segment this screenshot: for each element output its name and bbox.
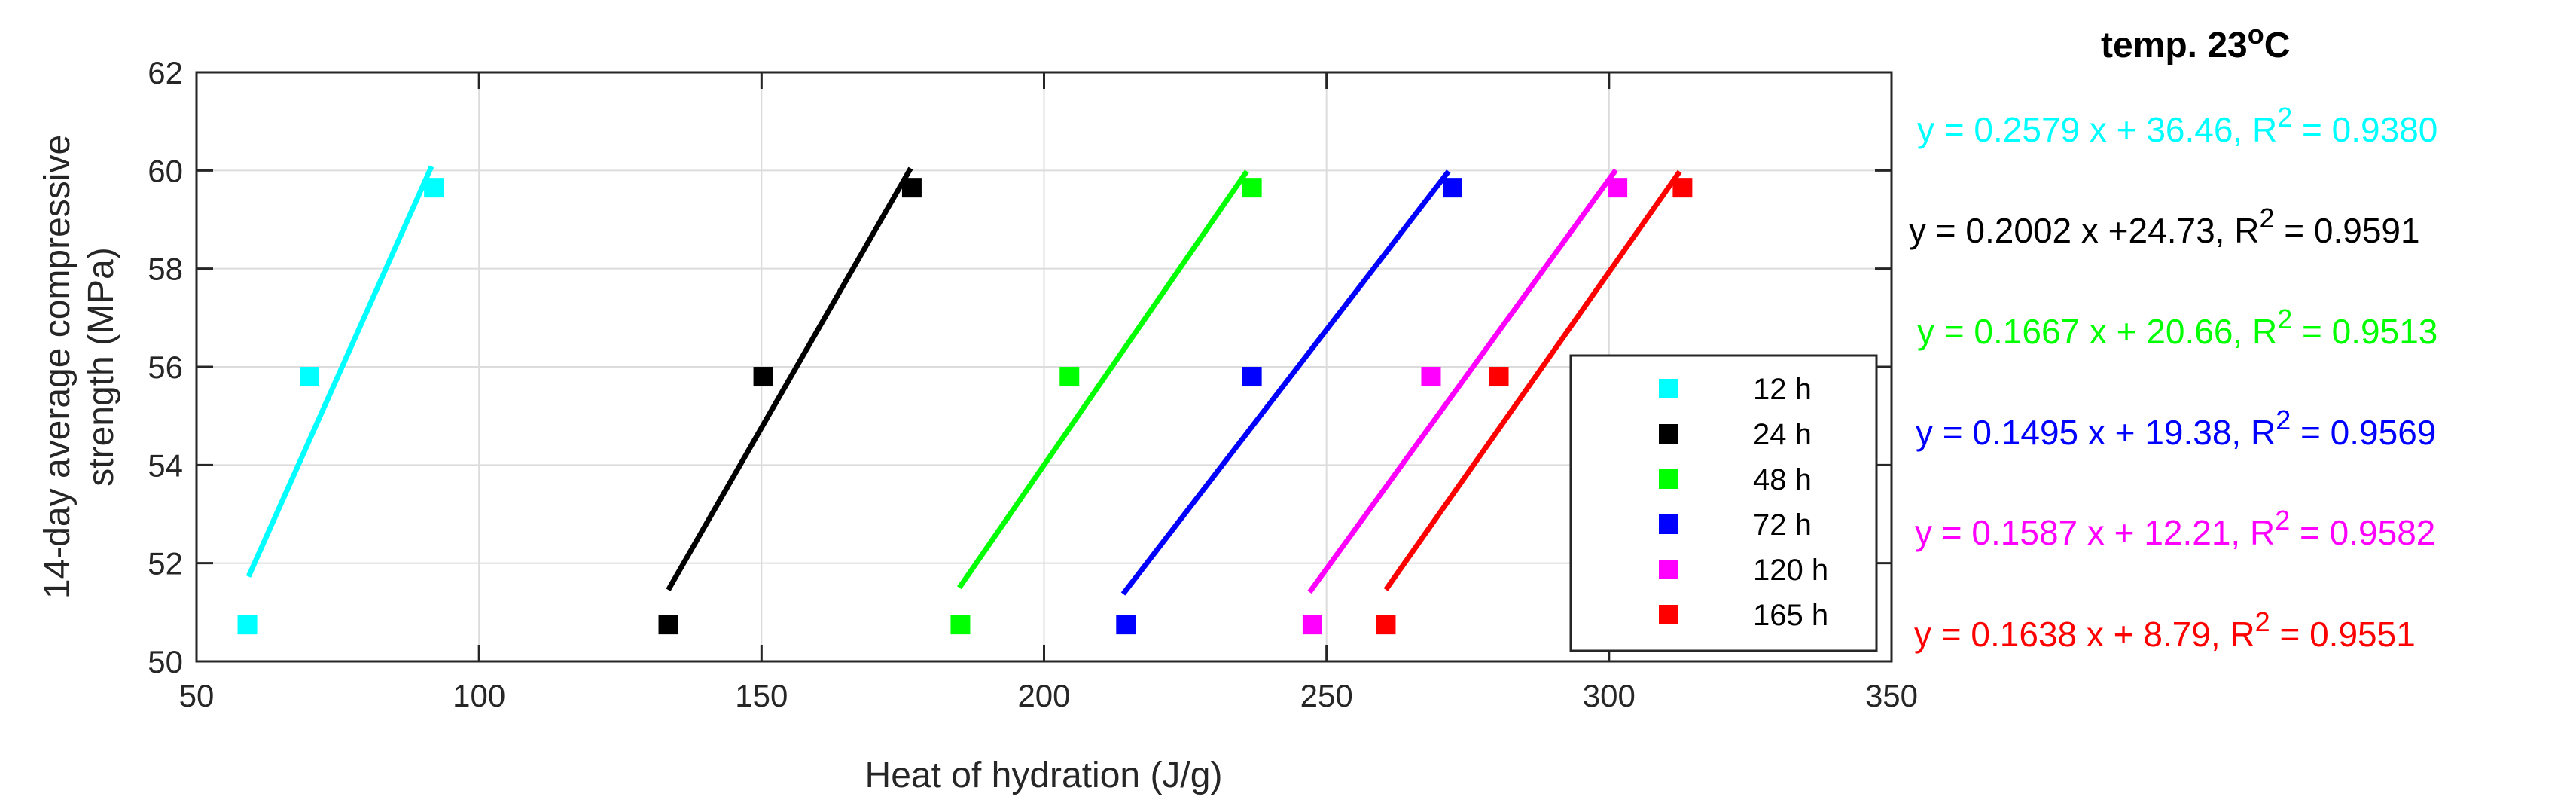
legend-label: 12 h bbox=[1753, 373, 1812, 406]
data-point-12h bbox=[424, 178, 444, 198]
fit-lines bbox=[245, 165, 1682, 596]
y-tick-label: 54 bbox=[148, 447, 183, 483]
legend-marker-24h bbox=[1659, 424, 1678, 444]
data-point-72h bbox=[1116, 615, 1136, 635]
legend-label: 120 h bbox=[1753, 554, 1828, 587]
y-tick-labels: 50 52 54 56 58 60 62 bbox=[148, 55, 183, 679]
fit-line-48h bbox=[957, 169, 1249, 590]
data-point-48h bbox=[1242, 178, 1262, 198]
x-tick-label: 300 bbox=[1583, 678, 1636, 713]
fit-equation-72h: y = 0.1495 x + 19.38, R2 = 0.9569 bbox=[1916, 404, 2436, 452]
y-tick-label: 50 bbox=[148, 644, 183, 679]
y-axis-title-line1: 14-day average compressive bbox=[38, 135, 78, 599]
data-point-72h bbox=[1242, 367, 1262, 387]
fit-equation-120h: y = 0.1587 x + 12.21, R2 = 0.9582 bbox=[1915, 505, 2435, 552]
data-point-165h bbox=[1376, 615, 1396, 635]
axis-ticks bbox=[195, 71, 1893, 663]
data-point-120h bbox=[1302, 615, 1322, 635]
legend-label: 24 h bbox=[1753, 418, 1812, 451]
legend: 12 h 24 h 48 h 72 h 120 h 165 h bbox=[1569, 354, 1878, 652]
fit-line-12h bbox=[245, 165, 434, 578]
y-tick-label: 56 bbox=[148, 350, 183, 385]
x-tick-label: 250 bbox=[1300, 678, 1353, 713]
data-point-24h bbox=[658, 615, 678, 635]
data-point-48h bbox=[950, 615, 971, 635]
x-tick-labels: 50 100 150 200 250 300 350 bbox=[179, 678, 1918, 713]
legend-label: 48 h bbox=[1753, 463, 1812, 496]
fit-line-72h bbox=[1120, 169, 1451, 596]
fit-line-24h bbox=[666, 166, 913, 591]
fit-line-165h bbox=[1383, 169, 1682, 591]
y-tick-label: 52 bbox=[148, 546, 183, 582]
data-point-24h bbox=[753, 367, 773, 387]
data-point-165h bbox=[1672, 178, 1693, 198]
fit-equation-48h: y = 0.1667 x + 20.66, R2 = 0.9513 bbox=[1917, 304, 2437, 351]
fit-equation-12h: y = 0.2579 x + 36.46, R2 = 0.9380 bbox=[1917, 102, 2437, 149]
legend-marker-72h bbox=[1659, 514, 1678, 534]
y-tick-label: 58 bbox=[148, 252, 183, 287]
legend-marker-12h bbox=[1659, 379, 1678, 398]
chart-title: temp. 23oC bbox=[2101, 19, 2290, 66]
data-point-48h bbox=[1059, 367, 1080, 387]
x-tick-label: 200 bbox=[1017, 678, 1070, 713]
data-markers bbox=[237, 178, 1693, 635]
fit-equation-24h: y = 0.2002 x +24.73, R2 = 0.9591 bbox=[1909, 203, 2420, 250]
data-point-24h bbox=[901, 178, 922, 198]
legend-label: 165 h bbox=[1753, 599, 1828, 632]
data-point-120h bbox=[1421, 367, 1441, 387]
data-point-120h bbox=[1608, 178, 1628, 198]
fit-equation-165h: y = 0.1638 x + 8.79, R2 = 0.9551 bbox=[1914, 606, 2416, 654]
x-tick-label: 50 bbox=[179, 678, 215, 713]
y-tick-label: 62 bbox=[148, 55, 183, 90]
x-tick-label: 350 bbox=[1865, 678, 1918, 713]
legend-marker-120h bbox=[1659, 560, 1678, 579]
x-axis-title: Heat of hydration (J/g) bbox=[865, 756, 1223, 795]
y-axis-title-line2: strength (MPa) bbox=[81, 247, 121, 486]
x-tick-label: 150 bbox=[735, 678, 788, 713]
legend-box bbox=[1569, 354, 1878, 652]
data-point-72h bbox=[1442, 178, 1462, 198]
legend-marker-48h bbox=[1659, 469, 1678, 489]
legend-label: 72 h bbox=[1753, 508, 1812, 542]
data-point-12h bbox=[300, 367, 320, 387]
x-tick-label: 100 bbox=[453, 678, 505, 713]
y-tick-label: 60 bbox=[148, 153, 183, 188]
fit-equations: y = 0.2579 x + 36.46, R2 = 0.9380 y = 0.2… bbox=[1909, 102, 2437, 654]
data-point-12h bbox=[237, 615, 258, 635]
fit-line-120h bbox=[1307, 168, 1618, 594]
data-point-165h bbox=[1489, 367, 1509, 387]
legend-marker-165h bbox=[1659, 605, 1678, 624]
